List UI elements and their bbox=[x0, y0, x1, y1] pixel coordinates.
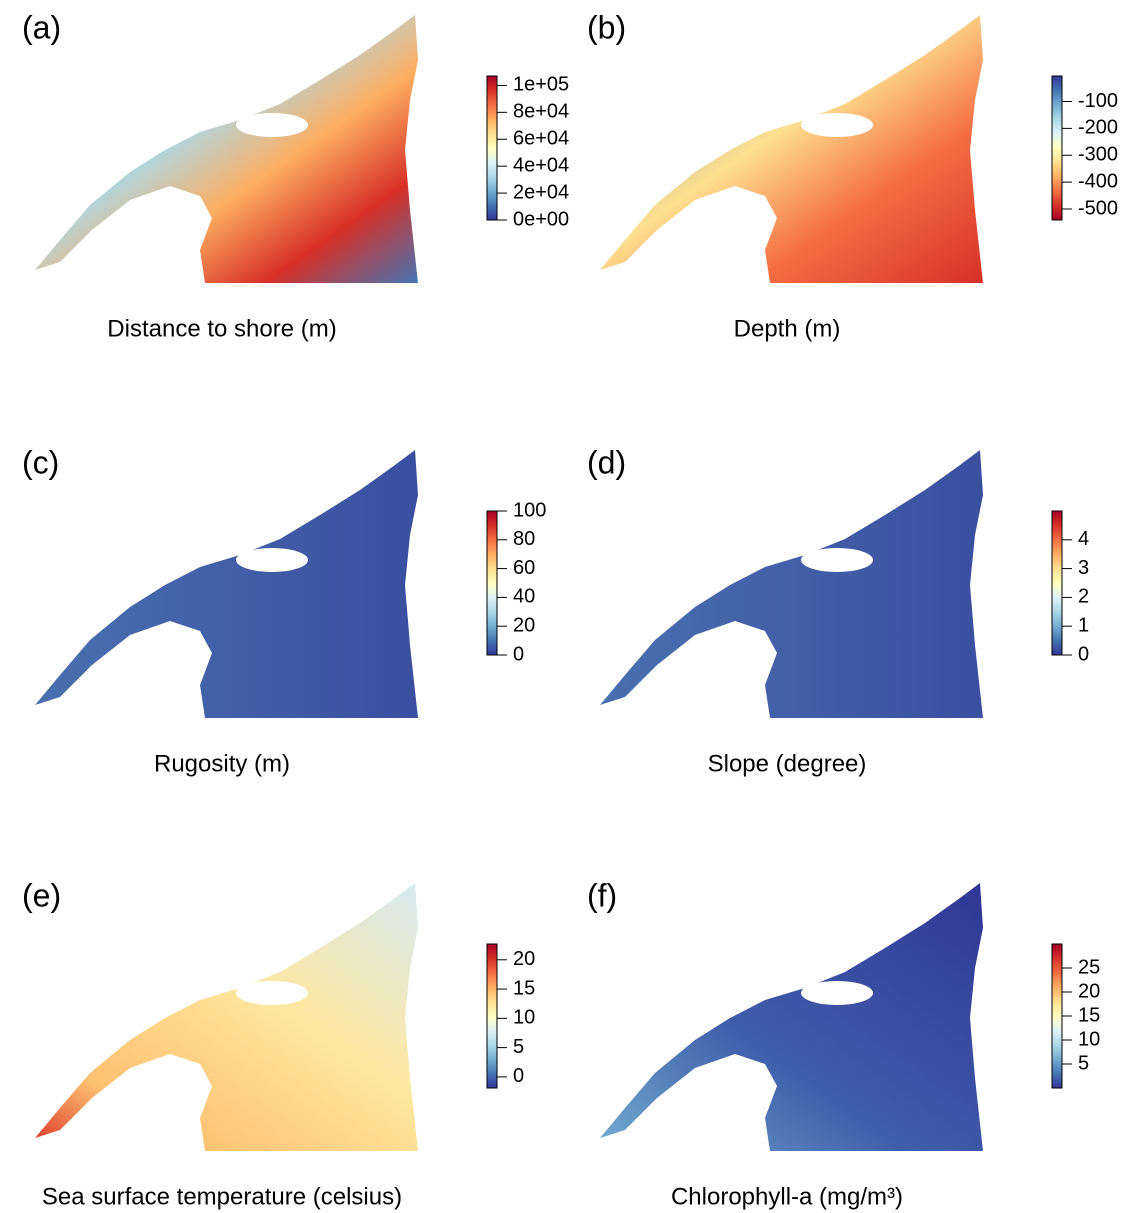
panel: (a) Distance to shore (m) 0e+00 2e+04 4e+04 6… bbox=[22, 9, 569, 342]
panel-title: Sea surface temperature (celsius) bbox=[42, 1183, 402, 1210]
colorbar-tick-label: 0 bbox=[1078, 643, 1089, 665]
panel-title: Depth (m) bbox=[734, 315, 841, 342]
colorbar-tick-label: 60 bbox=[513, 557, 535, 579]
panel-title: Distance to shore (m) bbox=[107, 315, 336, 342]
map bbox=[600, 883, 983, 1151]
colorbar-tick-label: 1 bbox=[1078, 614, 1089, 636]
colorbar-tick-label: -100 bbox=[1078, 90, 1118, 112]
colorbar-tick-label: 5 bbox=[1078, 1052, 1089, 1074]
colorbar bbox=[487, 511, 497, 655]
colorbar-tick-label: 1e+05 bbox=[513, 74, 569, 96]
colorbar-tick-label: 10 bbox=[513, 1007, 535, 1029]
colorbar-tick-label: 40 bbox=[513, 586, 535, 608]
colorbar-tick-label: 80 bbox=[513, 528, 535, 550]
colorbar-tick-label: 25 bbox=[1078, 956, 1100, 978]
panel: (b) Depth (m) -500 -400 -300 -200 -100 bbox=[587, 9, 1118, 342]
panel: (d) Slope (degree) 0 1 2 3 4 bbox=[587, 444, 1089, 777]
panel-label: (b) bbox=[587, 9, 626, 45]
island bbox=[801, 548, 873, 572]
colorbar-tick-label: -500 bbox=[1078, 197, 1118, 219]
panel: (e) Sea surface temperature (celsius) 0 5 10… bbox=[22, 877, 535, 1210]
panel-label: (e) bbox=[22, 877, 61, 913]
colorbar-tick-label: -200 bbox=[1078, 117, 1118, 139]
panel-label: (d) bbox=[587, 444, 626, 480]
figure: (a) Distance to shore (m) 0e+00 2e+04 4e+04 6… bbox=[0, 0, 1141, 1213]
colorbar-tick-label: 4e+04 bbox=[513, 154, 569, 176]
colorbar-tick-label: 100 bbox=[513, 499, 546, 521]
panel-label: (a) bbox=[22, 9, 61, 45]
panel: (c) Rugosity (m) 0 20 40 60 80 100 bbox=[22, 444, 546, 777]
colorbar-tick-label: 0 bbox=[513, 643, 524, 665]
colorbar-tick-label: 10 bbox=[1078, 1028, 1100, 1050]
island bbox=[801, 113, 873, 137]
colorbar-tick-label: 4 bbox=[1078, 528, 1089, 550]
colorbar-tick-label: 0 bbox=[513, 1065, 524, 1087]
colorbar-tick-label: -300 bbox=[1078, 144, 1118, 166]
colorbar-tick-label: 15 bbox=[513, 977, 535, 999]
colorbar-tick-label: 2e+04 bbox=[513, 181, 569, 203]
map bbox=[600, 15, 983, 283]
colorbar-tick-label: -400 bbox=[1078, 170, 1118, 192]
panel-title: Rugosity (m) bbox=[154, 750, 290, 777]
map bbox=[35, 15, 418, 283]
colorbar bbox=[487, 944, 497, 1088]
panel-title: Slope (degree) bbox=[708, 750, 867, 777]
colorbar-tick-label: 20 bbox=[513, 948, 535, 970]
colorbar-tick-label: 3 bbox=[1078, 557, 1089, 579]
island bbox=[801, 981, 873, 1005]
colorbar-tick-label: 15 bbox=[1078, 1004, 1100, 1026]
colorbar-tick-label: 20 bbox=[1078, 980, 1100, 1002]
panel-label: (f) bbox=[587, 877, 617, 913]
map bbox=[35, 883, 418, 1151]
colorbar-tick-label: 20 bbox=[513, 614, 535, 636]
map bbox=[600, 450, 983, 718]
colorbar bbox=[1052, 944, 1062, 1088]
island bbox=[236, 113, 308, 137]
colorbar-tick-label: 6e+04 bbox=[513, 128, 569, 150]
colorbar-tick-label: 0e+00 bbox=[513, 208, 569, 230]
colorbar-tick-label: 8e+04 bbox=[513, 101, 569, 123]
map bbox=[35, 450, 418, 718]
colorbar-tick-label: 5 bbox=[513, 1036, 524, 1058]
panel-title: Chlorophyll-a (mg/m³) bbox=[671, 1183, 903, 1210]
panel-label: (c) bbox=[22, 444, 59, 480]
colorbar bbox=[487, 76, 497, 220]
island bbox=[236, 981, 308, 1005]
colorbar bbox=[1052, 76, 1062, 220]
island bbox=[236, 548, 308, 572]
colorbar-tick-label: 2 bbox=[1078, 586, 1089, 608]
colorbar bbox=[1052, 511, 1062, 655]
